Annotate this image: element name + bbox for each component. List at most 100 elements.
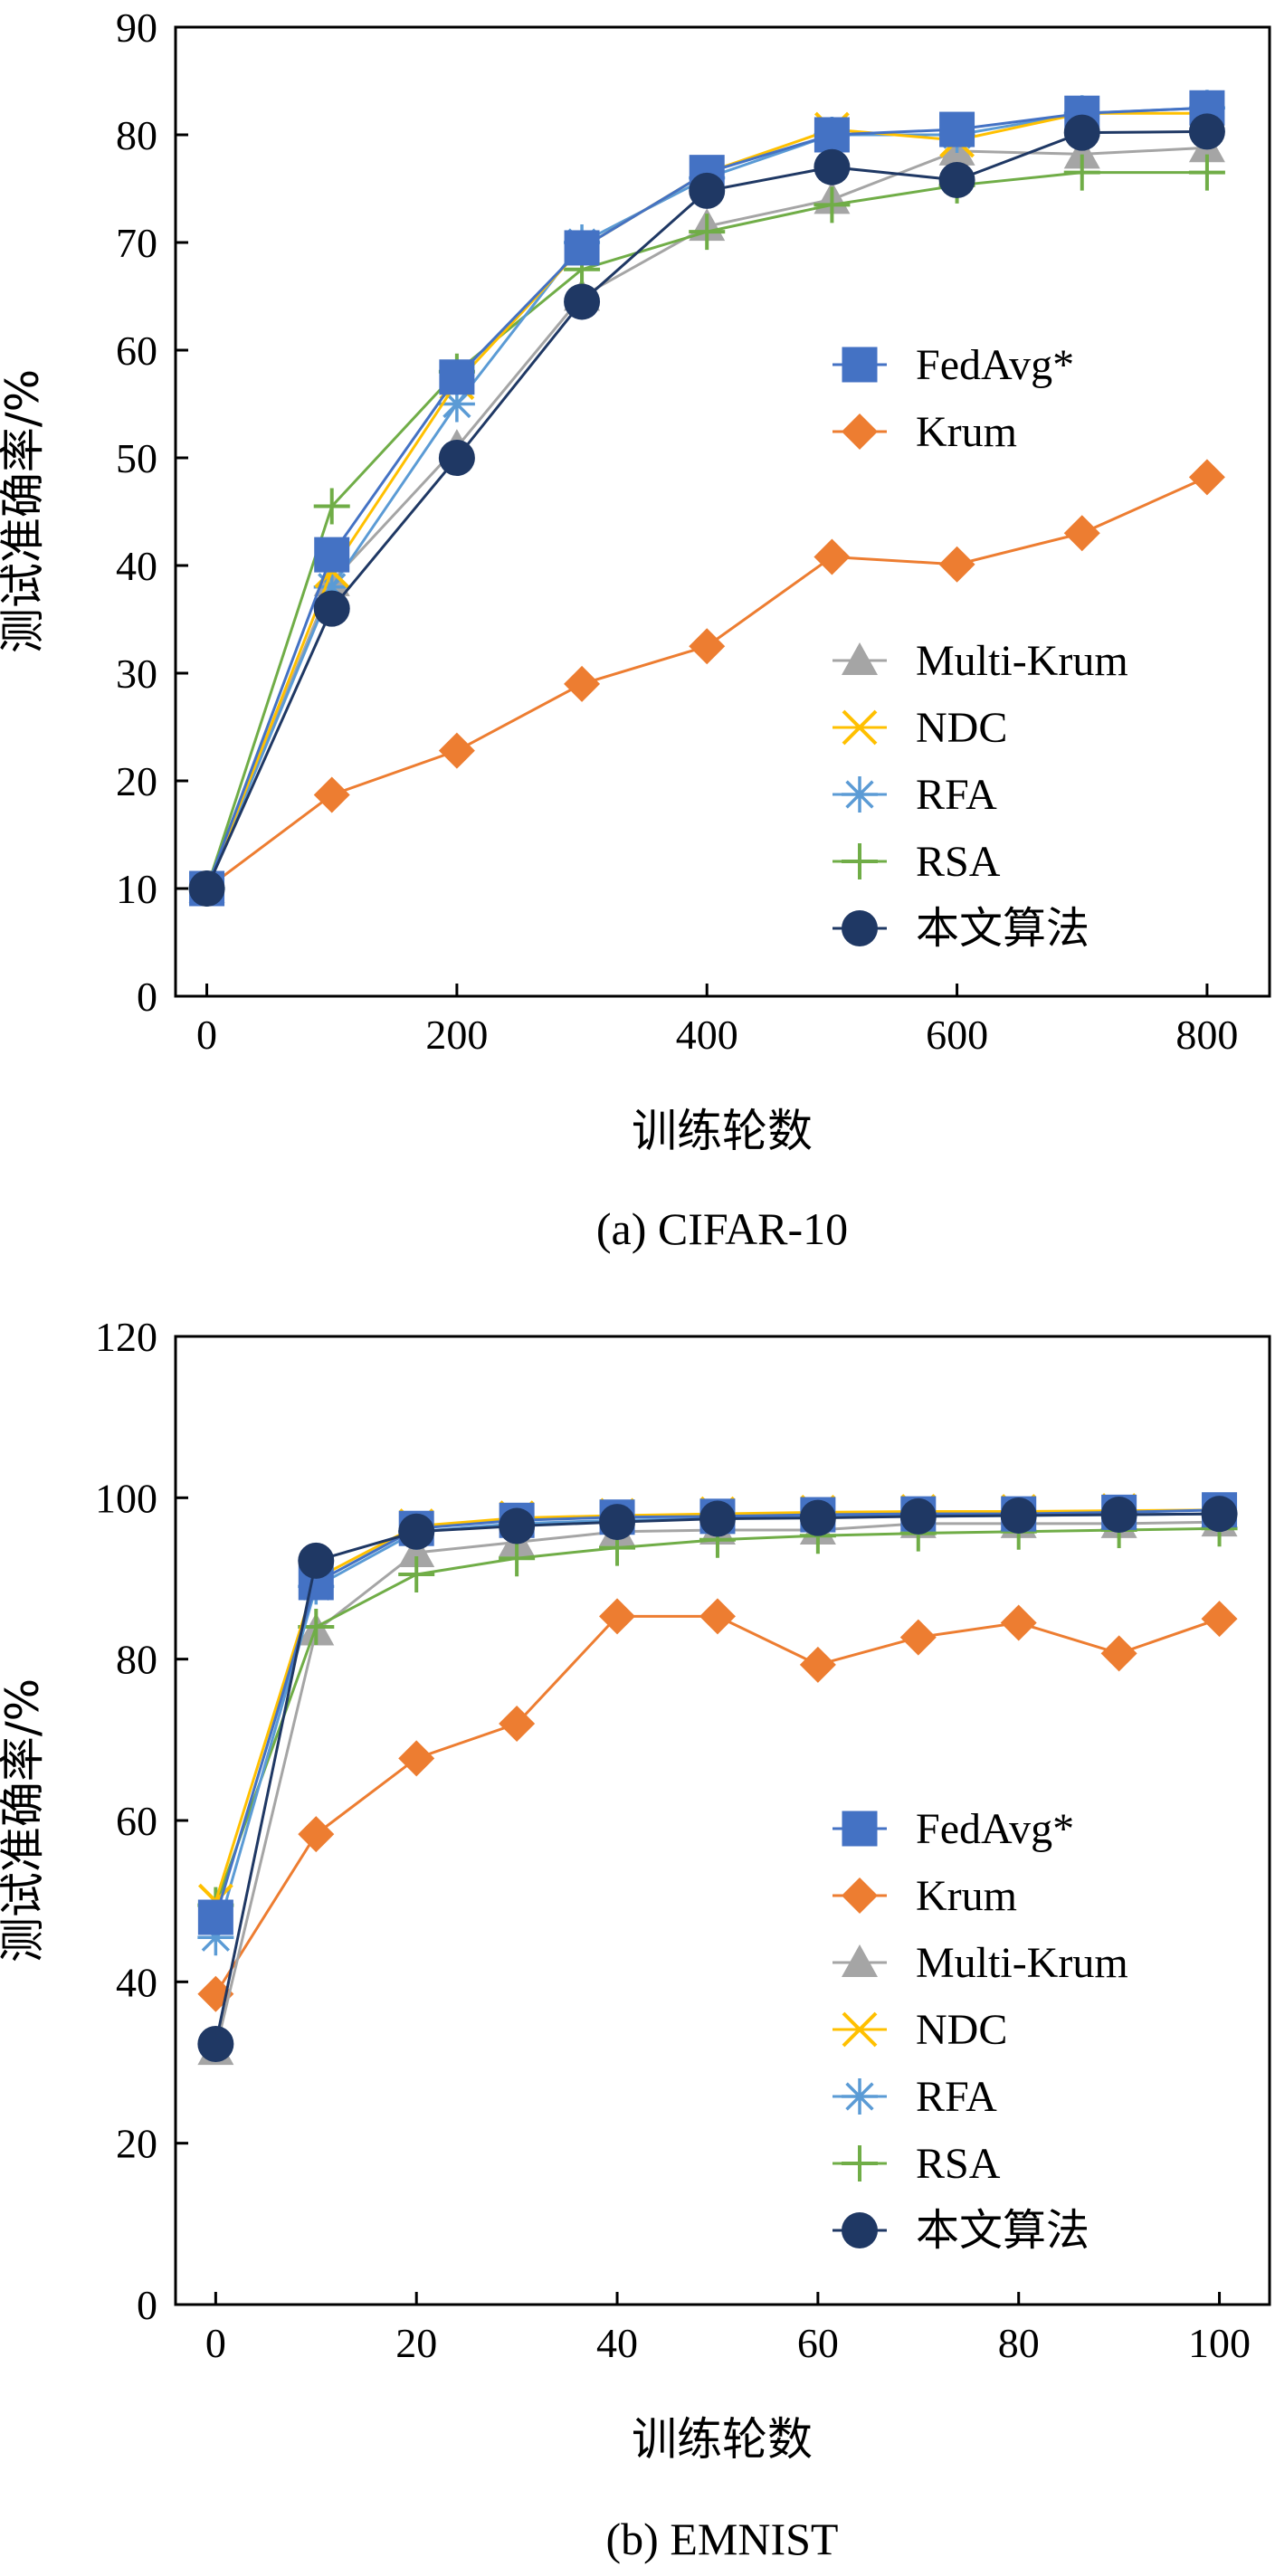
emnist-legend-item-rfa: RFA bbox=[833, 2073, 997, 2121]
emnist-point-krum bbox=[699, 1598, 736, 1635]
cifar-point-proposed bbox=[313, 590, 350, 627]
emnist-y-tick-label: 120 bbox=[95, 1314, 157, 1360]
emnist-y-tick-label: 60 bbox=[116, 1798, 157, 1844]
cifar-x-tick-label: 600 bbox=[926, 1012, 988, 1058]
cifar-point-krum bbox=[1063, 515, 1100, 552]
cifar-legend-marker-fedavg bbox=[842, 347, 878, 383]
emnist-legend-marker-multi-krum bbox=[842, 1944, 878, 1977]
emnist-plot-frame bbox=[174, 1335, 1271, 2306]
cifar-series-proposed bbox=[188, 113, 1225, 907]
emnist-legend-marker-rfa bbox=[842, 2078, 878, 2115]
cifar-y-tick-label: 80 bbox=[116, 112, 157, 158]
emnist-point-proposed bbox=[599, 1504, 636, 1541]
cifar-point-proposed bbox=[938, 161, 975, 198]
emnist-y-tick-label: 40 bbox=[116, 1959, 157, 2005]
cifar-point-krum bbox=[689, 628, 726, 665]
cifar10-y-axis-title: 测试准确率/% bbox=[0, 369, 49, 653]
cifar10-series-group bbox=[188, 90, 1225, 907]
cifar-point-rsa bbox=[1063, 154, 1100, 191]
cifar-point-proposed bbox=[689, 172, 726, 209]
cifar-legend-label-rsa: RSA bbox=[916, 838, 1001, 886]
emnist-line-fedavg bbox=[214, 1508, 1220, 1918]
cifar-point-rfa bbox=[313, 568, 350, 605]
chart-cifar10: 0 200 400 600 800 0 10 20 30 40 50 60 70 80 90 FedAvg*… bbox=[0, 5, 1271, 1254]
cifar-line-rsa bbox=[205, 171, 1207, 889]
cifar-point-krum bbox=[1188, 459, 1225, 496]
emnist-point-krum bbox=[899, 1619, 937, 1656]
cifar-y-tick-label: 10 bbox=[116, 866, 157, 912]
emnist-point-krum bbox=[799, 1646, 836, 1683]
cifar-legend-item-krum: Krum bbox=[833, 408, 1017, 456]
emnist-legend-marker-proposed bbox=[842, 2212, 878, 2248]
cifar-point-proposed bbox=[564, 283, 601, 320]
emnist-series-proposed bbox=[197, 1496, 1238, 2062]
cifar-point-fedavg bbox=[814, 117, 850, 153]
emnist-line-rfa bbox=[214, 1512, 1220, 1938]
emnist-y-tick-label: 0 bbox=[137, 2282, 157, 2328]
emnist-legend-label-fedavg: FedAvg* bbox=[916, 1805, 1074, 1853]
emnist-point-proposed bbox=[499, 1507, 536, 1545]
emnist-series-rfa bbox=[197, 1496, 1238, 1956]
cifar-legend-marker-rfa bbox=[842, 776, 878, 813]
cifar-point-krum bbox=[438, 732, 475, 769]
emnist-legend-item-fedavg: FedAvg* bbox=[833, 1805, 1074, 1853]
cifar-x-tick-label: 400 bbox=[676, 1012, 738, 1058]
emnist-legend-marker-rsa bbox=[842, 2145, 878, 2182]
emnist-point-fedavg bbox=[197, 1899, 233, 1935]
emnist-point-krum bbox=[599, 1598, 636, 1635]
emnist-point-krum bbox=[1000, 1604, 1037, 1641]
emnist-point-krum bbox=[499, 1706, 536, 1742]
emnist-legend-item-rsa: RSA bbox=[833, 2140, 1001, 2188]
cifar-point-rsa bbox=[814, 186, 851, 223]
emnist-point-krum bbox=[1201, 1601, 1238, 1638]
emnist-point-proposed bbox=[1201, 1496, 1238, 1533]
cifar-point-krum bbox=[313, 776, 350, 813]
emnist-x-tick-label: 40 bbox=[596, 2320, 638, 2366]
emnist-legend: FedAvg* Krum Multi-Krum NDC RFA RSA 本文算法 bbox=[833, 1805, 1128, 2256]
cifar-y-tick-label: 50 bbox=[116, 435, 157, 481]
cifar-point-fedavg bbox=[314, 537, 350, 573]
emnist-y-tick-label: 80 bbox=[116, 1637, 157, 1683]
cifar-y-tick-label: 90 bbox=[116, 5, 157, 51]
emnist-point-proposed bbox=[899, 1497, 937, 1535]
cifar-point-fedavg bbox=[564, 230, 600, 266]
emnist-point-krum bbox=[1100, 1635, 1137, 1672]
cifar-point-rfa bbox=[438, 385, 475, 423]
cifar-legend-item-multi-krum: Multi-Krum bbox=[833, 637, 1128, 685]
emnist-legend-marker-ndc bbox=[842, 2011, 878, 2048]
emnist-legend-label-proposed: 本文算法 bbox=[916, 2205, 1089, 2256]
emnist-x-tick-label: 80 bbox=[998, 2320, 1040, 2366]
cifar-y-tick-label: 60 bbox=[116, 328, 157, 374]
emnist-legend-item-proposed: 本文算法 bbox=[833, 2205, 1089, 2256]
emnist-point-proposed bbox=[699, 1500, 736, 1537]
cifar-legend-label-ndc: NDC bbox=[916, 704, 1007, 752]
emnist-axes: 0 20 40 60 80 100 0 20 40 60 80 100 120 bbox=[95, 1314, 1251, 2366]
cifar-point-proposed bbox=[188, 870, 225, 907]
cifar-legend-marker-ndc bbox=[842, 709, 878, 746]
emnist-legend-label-rfa: RFA bbox=[916, 2073, 997, 2121]
cifar-y-tick-label: 70 bbox=[116, 220, 157, 266]
cifar-point-proposed bbox=[1188, 113, 1225, 150]
cifar-legend-marker-rsa bbox=[842, 843, 878, 879]
emnist-point-krum bbox=[398, 1740, 435, 1777]
cifar10-axes: 0 200 400 600 800 0 10 20 30 40 50 60 70 80 90 bbox=[116, 5, 1238, 1058]
cifar-legend-label-proposed: 本文算法 bbox=[916, 903, 1089, 954]
cifar10-x-axis-title: 训练轮数 bbox=[632, 1105, 813, 1157]
emnist-point-proposed bbox=[398, 1513, 435, 1550]
cifar-legend-label-fedavg: FedAvg* bbox=[916, 341, 1074, 389]
emnist-y-tick-label: 100 bbox=[95, 1475, 157, 1521]
cifar-point-proposed bbox=[438, 440, 475, 476]
chart-emnist: 0 20 40 60 80 100 0 20 40 60 80 100 120 FedAvg* Krum M… bbox=[0, 1314, 1271, 2564]
cifar-series-krum bbox=[188, 459, 1225, 907]
cifar-x-tick-label: 200 bbox=[425, 1012, 488, 1058]
cifar-point-rsa bbox=[689, 214, 726, 251]
emnist-point-proposed bbox=[1100, 1497, 1137, 1534]
cifar10-caption: (a) CIFAR-10 bbox=[596, 1203, 848, 1254]
emnist-point-proposed bbox=[799, 1499, 836, 1536]
emnist-x-tick-label: 60 bbox=[797, 2320, 839, 2366]
cifar-legend-marker-multi-krum bbox=[842, 642, 878, 675]
emnist-series-krum bbox=[197, 1598, 1238, 2012]
cifar-legend-label-rfa: RFA bbox=[916, 771, 997, 819]
emnist-y-axis-title: 测试准确率/% bbox=[0, 1678, 49, 1963]
